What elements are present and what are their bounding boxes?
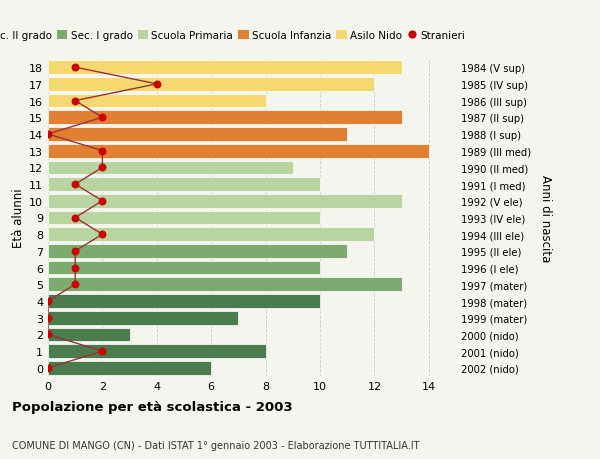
Point [98, 231, 107, 238]
Point [70, 248, 80, 255]
Bar [48, 361, 211, 375]
Point [43, 331, 53, 338]
Bar [48, 145, 429, 158]
Point [70, 98, 80, 105]
Y-axis label: Età alunni: Età alunni [12, 188, 25, 248]
Y-axis label: Anni di nascita: Anni di nascita [539, 174, 552, 262]
Point [43, 131, 53, 138]
Point [70, 281, 80, 288]
Bar [48, 345, 266, 358]
Point [152, 81, 161, 88]
Point [98, 348, 107, 355]
Point [70, 264, 80, 272]
Text: COMUNE DI MANGO (CN) - Dati ISTAT 1° gennaio 2003 - Elaborazione TUTTITALIA.IT: COMUNE DI MANGO (CN) - Dati ISTAT 1° gen… [12, 440, 419, 450]
Bar [48, 128, 347, 141]
Point [98, 164, 107, 172]
Text: Popolazione per età scolastica - 2003: Popolazione per età scolastica - 2003 [12, 400, 293, 413]
Point [98, 114, 107, 122]
Bar [48, 78, 374, 91]
Bar [48, 328, 130, 341]
Bar [48, 111, 401, 125]
Point [43, 364, 53, 372]
Bar [48, 245, 347, 258]
Point [43, 298, 53, 305]
Bar [48, 61, 401, 75]
Point [70, 181, 80, 188]
Bar [48, 95, 266, 108]
Bar [48, 295, 320, 308]
Point [98, 148, 107, 155]
Point [98, 198, 107, 205]
Point [43, 314, 53, 322]
Bar [48, 211, 320, 225]
Bar [48, 311, 238, 325]
Bar [48, 161, 293, 175]
Legend: Sec. II grado, Sec. I grado, Scuola Primaria, Scuola Infanzia, Asilo Nido, Stran: Sec. II grado, Sec. I grado, Scuola Prim… [0, 27, 470, 45]
Bar [48, 178, 320, 191]
Point [70, 214, 80, 222]
Bar [48, 228, 374, 241]
Point [70, 64, 80, 72]
Bar [48, 278, 401, 291]
Bar [48, 195, 401, 208]
Bar [48, 261, 320, 275]
